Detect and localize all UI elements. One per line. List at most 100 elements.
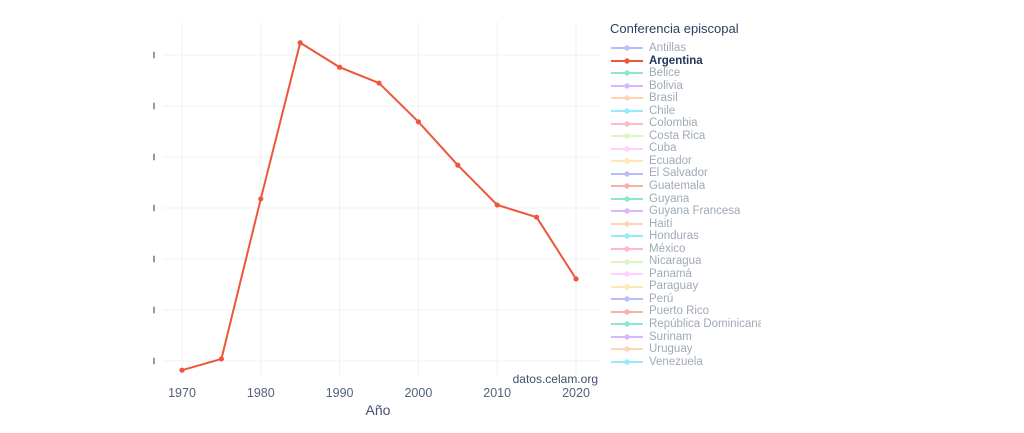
- legend-item-label: República Dominicana: [649, 318, 761, 331]
- legend-item-guyana-francesa[interactable]: Guyana Francesa: [610, 205, 780, 218]
- legend-item-label: Cuba: [649, 142, 677, 155]
- legend-item-colombia[interactable]: Colombia: [610, 117, 780, 130]
- legend-marker-icon: [611, 221, 643, 227]
- y-tick-clipped-label: [153, 153, 155, 161]
- legend: Conferencia episcopal Antillas Argentina B…: [610, 21, 780, 368]
- legend-marker-icon: [611, 246, 643, 252]
- legend-item-label: Uruguay: [649, 343, 693, 356]
- legend-item-el-salvador[interactable]: El Salvador: [610, 167, 780, 180]
- legend-marker-icon: [611, 45, 643, 51]
- series-line: [181, 41, 577, 372]
- data-point: [455, 162, 461, 168]
- data-point: [179, 367, 185, 373]
- legend-item-label: Guyana: [649, 192, 690, 205]
- legend-item-venezuela[interactable]: Venezuela: [610, 356, 780, 369]
- legend-item-label: Costa Rica: [649, 129, 706, 142]
- legend-item-chile[interactable]: Chile: [610, 105, 780, 118]
- legend-item-label: Honduras: [649, 230, 699, 243]
- x-tick-label: 1970: [168, 386, 196, 400]
- legend-item-label: México: [649, 242, 686, 255]
- legend-marker-icon: [611, 208, 643, 215]
- legend-item-antillas[interactable]: Antillas: [610, 42, 780, 55]
- legend-marker-icon: [611, 108, 643, 114]
- legend-marker-icon: [611, 346, 643, 353]
- legend-item-paraguay[interactable]: Paraguay: [610, 280, 780, 293]
- legend-title: Conferencia episcopal: [610, 21, 739, 36]
- legend-item-guyana[interactable]: Guyana: [610, 193, 780, 206]
- legend-marker-icon: [611, 120, 643, 127]
- legend-item-guatemala[interactable]: Guatemala: [610, 180, 780, 193]
- legend-item-ecuador[interactable]: Ecuador: [610, 155, 780, 168]
- legend-item-label: Guyana Francesa: [649, 205, 741, 218]
- legend-item-label: Bolivia: [649, 79, 683, 92]
- legend-marker-icon: [611, 95, 643, 102]
- legend-item-uruguay[interactable]: Uruguay: [610, 343, 780, 356]
- y-tick-clipped-label: [153, 102, 155, 110]
- legend-item-belice[interactable]: Belice: [610, 67, 780, 80]
- legend-item-label: Ecuador: [649, 154, 692, 167]
- data-point: [337, 64, 343, 70]
- legend-item-label: Surinam: [649, 330, 692, 343]
- x-tick-label: 1990: [325, 386, 354, 400]
- legend-item-label: Perú: [649, 292, 674, 305]
- legend-item-honduras[interactable]: Honduras: [610, 230, 780, 243]
- legend-item-label: Brasil: [649, 92, 678, 105]
- legend-marker-icon: [611, 145, 643, 152]
- legend-item-label: Argentina: [649, 54, 703, 67]
- legend-item-label: Guatemala: [649, 180, 706, 193]
- data-point: [573, 276, 579, 282]
- y-tick-clipped-label: [153, 204, 155, 212]
- legend-item-brasil[interactable]: Brasil: [610, 92, 780, 105]
- x-tick-label: 2010: [483, 386, 512, 400]
- legend-marker-icon: [611, 58, 643, 64]
- series-argentina[interactable]: [179, 40, 579, 373]
- legend-marker-icon: [611, 171, 643, 177]
- legend-marker-icon: [611, 359, 643, 365]
- legend-marker-icon: [611, 309, 643, 315]
- legend-item-per-[interactable]: Perú: [610, 293, 780, 306]
- legend-marker-icon: [611, 158, 643, 164]
- x-axis-title: Año: [365, 402, 391, 418]
- data-point: [534, 214, 540, 220]
- legend-item-cuba[interactable]: Cuba: [610, 142, 780, 155]
- x-tick-label: 2000: [404, 386, 433, 400]
- legend-marker-icon: [611, 334, 643, 340]
- legend-marker-icon: [611, 183, 643, 189]
- legend-item-nicaragua[interactable]: Nicaragua: [610, 255, 780, 268]
- legend-item-label: Chile: [649, 104, 676, 117]
- legend-marker-icon: [611, 271, 643, 277]
- legend-item-label: Puerto Rico: [649, 305, 710, 318]
- data-point: [218, 356, 224, 362]
- legend-marker-icon: [611, 296, 643, 302]
- legend-item-hait-[interactable]: Haití: [610, 218, 780, 231]
- x-tick-label: 1980: [246, 386, 275, 400]
- y-tick-clipped-label: [153, 255, 155, 263]
- legend-items: Antillas Argentina Belice Bolivia Brasil Chil…: [610, 42, 780, 368]
- legend-item-costa-rica[interactable]: Costa Rica: [610, 130, 780, 143]
- legend-marker-icon: [611, 133, 643, 139]
- legend-item-puerto-rico[interactable]: Puerto Rico: [610, 305, 780, 318]
- data-point: [376, 80, 382, 86]
- legend-item-surinam[interactable]: Surinam: [610, 331, 780, 344]
- legend-item-m-xico[interactable]: México: [610, 243, 780, 256]
- data-point: [415, 119, 421, 125]
- legend-marker-icon: [611, 70, 643, 77]
- legend-item-label: Paraguay: [649, 280, 699, 293]
- data-point: [494, 202, 500, 208]
- legend-item-argentina[interactable]: Argentina: [610, 55, 780, 68]
- legend-marker-icon: [611, 321, 643, 327]
- legend-item-bolivia[interactable]: Bolivia: [610, 80, 780, 93]
- legend-item-label: El Salvador: [649, 167, 708, 180]
- legend-item-panam-[interactable]: Panamá: [610, 268, 780, 281]
- legend-marker-icon: [611, 258, 643, 265]
- legend-item-label: Belice: [649, 67, 681, 80]
- data-point: [297, 40, 303, 46]
- legend-item-rep-blica-dominicana[interactable]: República Dominicana: [610, 318, 780, 331]
- legend-item-label: Venezuela: [649, 355, 703, 368]
- data-point: [258, 196, 264, 202]
- y-tick-clipped-label: [153, 51, 155, 59]
- y-tick-clipped-label: [153, 357, 155, 365]
- y-tick-clipped-label: [153, 306, 155, 314]
